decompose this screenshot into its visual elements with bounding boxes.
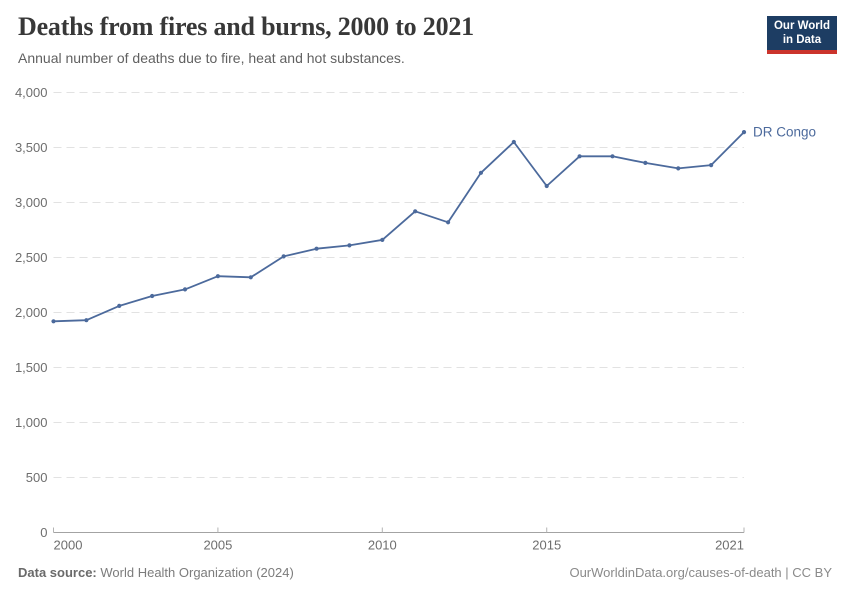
y-tick-label-0: 0 [40,525,47,540]
data-point-dr-congo-2018 [643,160,648,165]
data-point-dr-congo-2014 [511,139,516,145]
data-point-dr-congo-2008 [314,246,319,251]
x-tick-label-2000: 2000 [54,538,83,553]
data-point-dr-congo-2005 [215,274,221,279]
y-tick-label-2000: 2,000 [15,305,48,320]
x-tick-label-2015: 2015 [532,538,561,553]
series-label-dr-congo: DR Congo [753,125,816,140]
x-tick-label-2021: 2021 [715,538,744,553]
data-point-dr-congo-2009 [347,243,352,248]
owid-logo: Our World in Data [766,16,837,55]
owid-logo-line2: in Data [782,33,822,46]
y-tick-label-500: 500 [26,470,48,485]
data-point-dr-congo-2012 [445,220,451,225]
data-point-dr-congo-2011 [413,209,418,214]
data-point-dr-congo-2015 [544,183,549,189]
data-point-dr-congo-2017 [610,154,615,159]
data-point-dr-congo-2013 [478,170,484,175]
y-tick-label-4000: 4,000 [15,85,48,100]
data-point-dr-congo-2003 [150,293,155,299]
data-point-dr-congo-2016 [577,154,582,159]
chart-footer: Data source: World Health Organization (… [18,565,832,580]
x-tick-label-2010: 2010 [368,538,397,553]
page-title: Deaths from fires and burns, 2000 to 202… [18,12,474,41]
data-point-dr-congo-2020 [709,163,714,168]
data-point-dr-congo-2004 [182,287,188,292]
owid-logo-line1: Our World [773,20,830,32]
data-point-dr-congo-2007 [281,254,286,259]
data-point-dr-congo-2002 [117,303,122,308]
y-tick-label-1500: 1,500 [15,360,48,375]
y-tick-label-3500: 3,500 [15,140,48,155]
data-source-value: World Health Organization (2024) [100,565,294,580]
x-tick-label-2005: 2005 [203,538,232,553]
series-line-dr-congo [52,131,745,323]
y-tick-label-1000: 1,000 [15,415,48,430]
data-source-label: Data source: [18,565,97,580]
y-tick-label-2500: 2,500 [15,250,48,265]
data-point-dr-congo-2006 [248,275,253,280]
license-credit: OurWorldinData.org/causes-of-death | CC … [569,565,832,580]
data-point-dr-congo-2019 [676,166,681,171]
y-tick-label-3000: 3,000 [15,195,48,210]
data-source: Data source: World Health Organization (… [18,565,294,580]
chart-subtitle: Annual number of deaths due to fire, hea… [18,50,405,66]
data-point-dr-congo-2001 [84,318,89,323]
data-point-dr-congo-2021 [741,130,747,135]
data-point-dr-congo-2000 [51,319,56,324]
data-point-dr-congo-2010 [380,237,385,242]
